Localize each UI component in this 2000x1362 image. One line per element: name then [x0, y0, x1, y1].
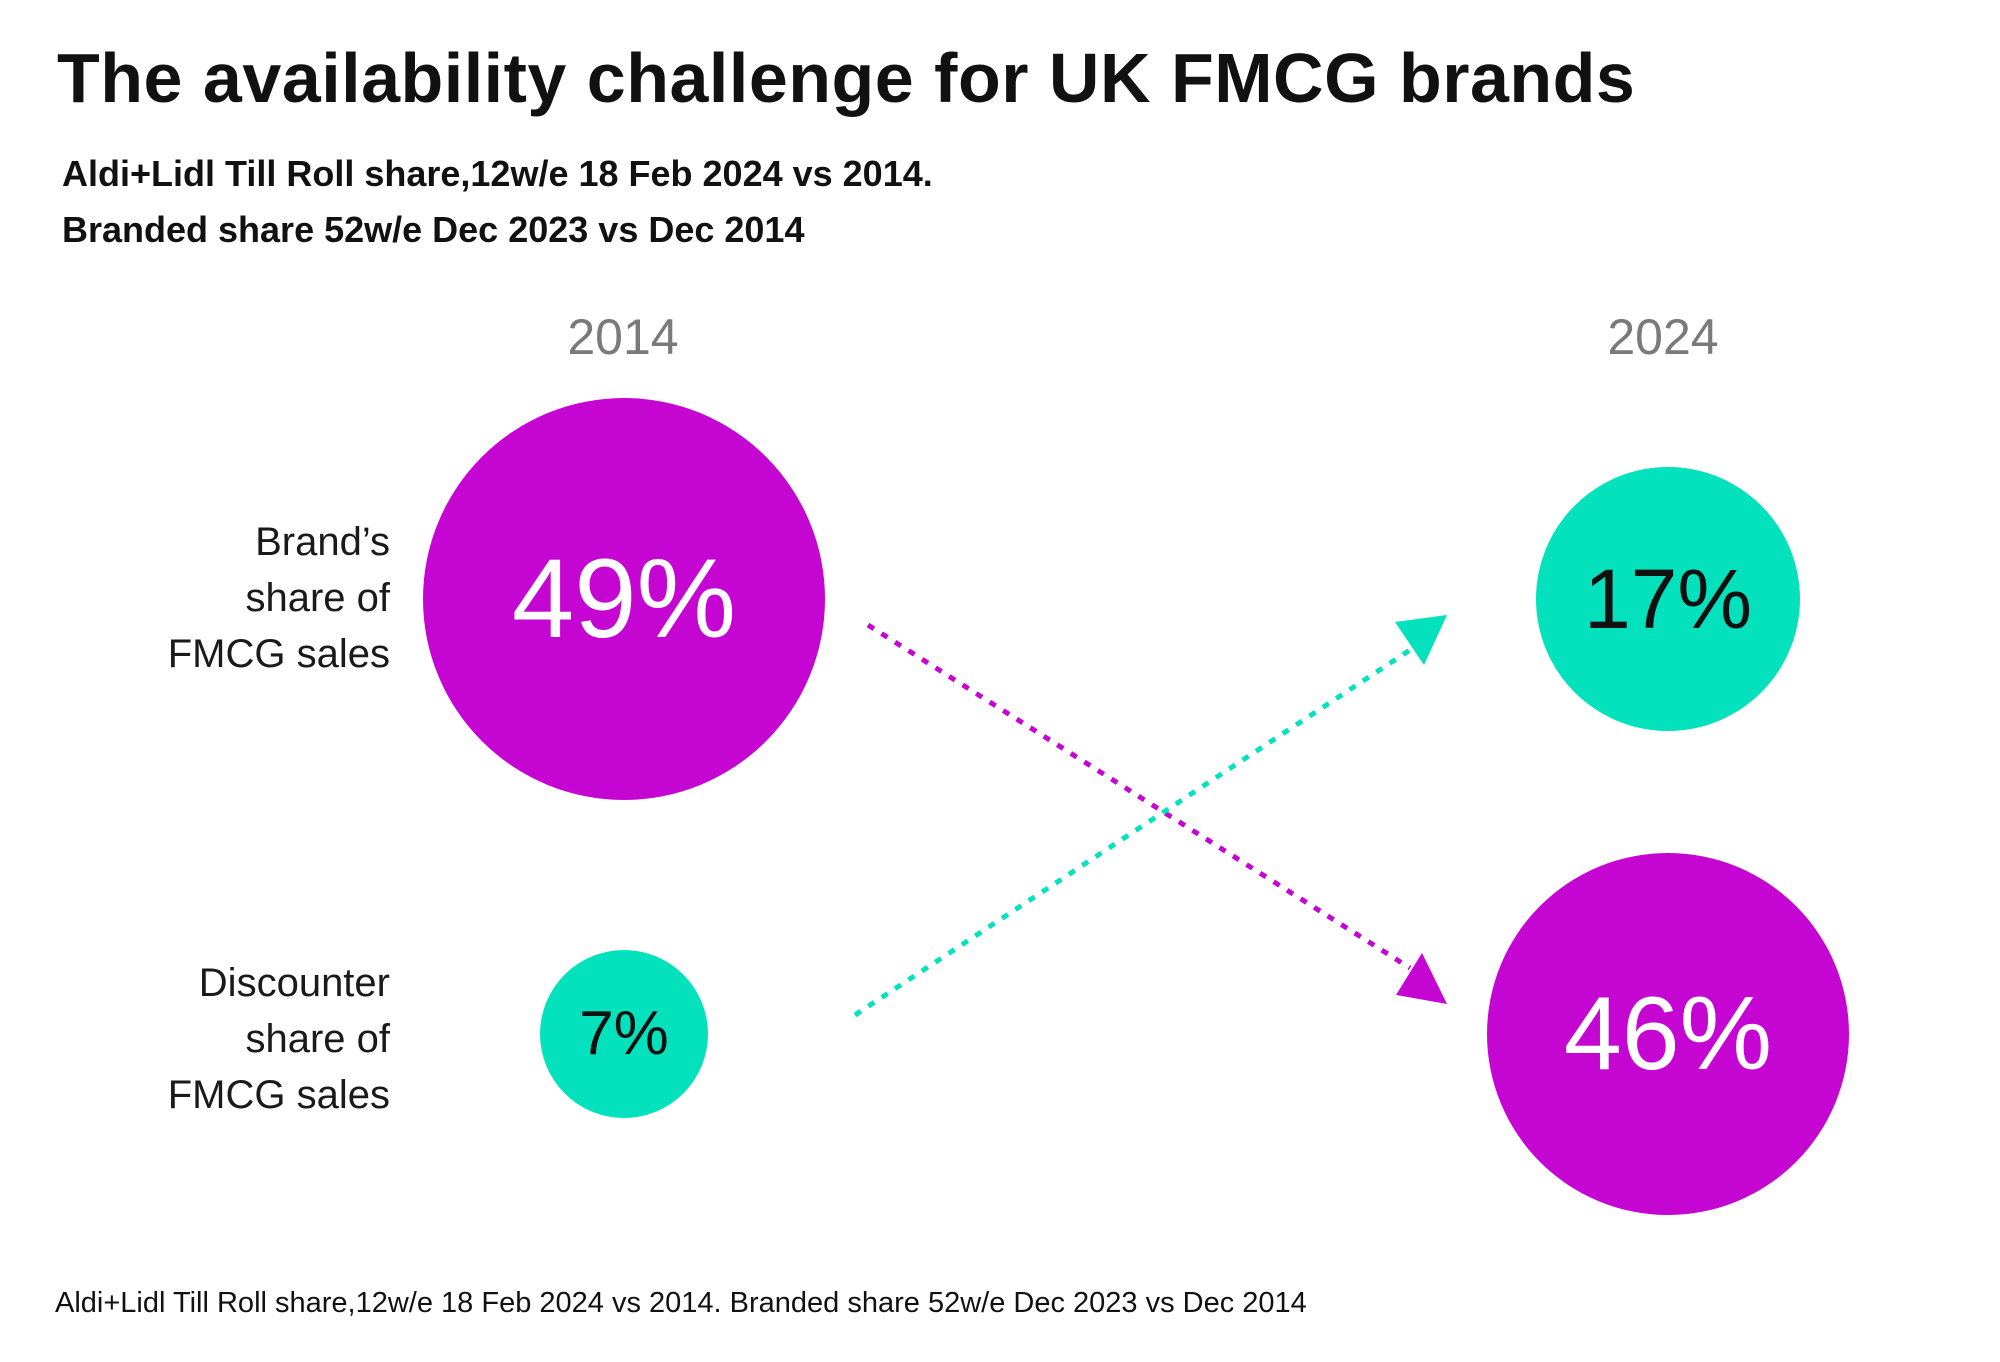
subtitle-line-1: Aldi+Lidl Till Roll share,12w/e 18 Feb 2… — [62, 153, 933, 194]
bubble-brand-2024-value: 46% — [1563, 976, 1773, 1092]
bubble-brand-2024: 46% — [1487, 853, 1849, 1215]
brand-decline-arrow-line — [866, 622, 1412, 971]
bubble-discounter-2014-value: 7% — [579, 999, 669, 1068]
bubble-discounter-2024-value: 17% — [1583, 552, 1753, 646]
footnote: Aldi+Lidl Till Roll share,12w/e 18 Feb 2… — [55, 1287, 1307, 1319]
row-label-discounter-line-2: share of — [245, 1017, 390, 1061]
row-label-brand-share: Brand’s share of FMCG sales — [168, 514, 390, 682]
subtitle-line-2: Branded share 52w/e Dec 2023 vs Dec 2014 — [62, 209, 805, 250]
row-label-discounter-share: Discounter share of FMCG sales — [168, 955, 390, 1123]
year-label-2024: 2024 — [1607, 309, 1719, 365]
row-label-brand-line-2: share of — [245, 576, 390, 620]
discounter-growth-arrow-line — [853, 647, 1412, 1018]
chart-title: The availability challenge for UK FMCG b… — [57, 39, 1636, 117]
chart-subtitle: Aldi+Lidl Till Roll share,12w/e 18 Feb 2… — [62, 146, 933, 258]
row-label-discounter-line-3: FMCG sales — [167, 1073, 390, 1117]
bubble-discounter-2024: 17% — [1536, 467, 1800, 731]
row-label-brand-line-3: FMCG sales — [167, 632, 390, 676]
year-label-2014: 2014 — [567, 309, 679, 365]
brand-decline-arrowhead — [1396, 953, 1447, 1004]
row-label-brand-line-1: Brand’s — [255, 520, 390, 564]
bubble-brand-2014-value: 49% — [511, 536, 737, 661]
bubble-discounter-2014: 7% — [540, 950, 708, 1118]
discounter-growth-arrowhead — [1395, 615, 1447, 665]
bubble-brand-2014: 49% — [423, 398, 825, 800]
row-label-discounter-line-1: Discounter — [198, 961, 390, 1005]
